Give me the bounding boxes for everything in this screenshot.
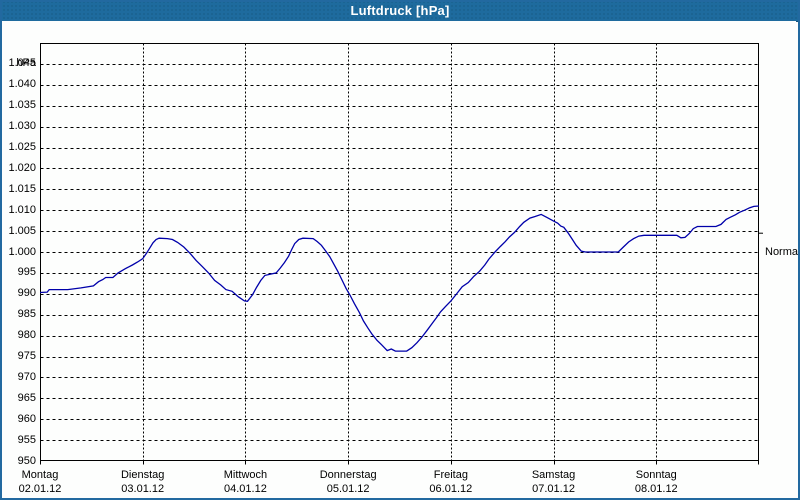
day-name-label: Montag	[21, 469, 59, 481]
plot-border	[40, 43, 759, 461]
y-tick-label: 975	[17, 350, 36, 362]
y-tick-label: 965	[17, 391, 36, 404]
chart-area: hPa 1.045 1.040 1.035 1.030 1.025 1.020 1.015 1…	[2, 21, 798, 498]
y-tick-label: 1.025	[8, 141, 36, 153]
y-tick-label: 1.020	[8, 161, 36, 174]
y-tick-label: 1.045	[8, 57, 36, 70]
day-name-label: Donnerstag	[319, 469, 377, 481]
y-tick-label: 990	[17, 287, 36, 300]
normal-marker-label: Normal	[765, 246, 800, 258]
day-date-label: 03.01.12	[121, 483, 165, 495]
pressure-line	[39, 205, 760, 352]
y-tick-label: 955	[17, 433, 36, 446]
day-date-label: 07.01.12	[532, 483, 575, 495]
y-tick-label: 995	[17, 266, 36, 279]
day-name-label: Sonntag	[635, 469, 677, 481]
day-name-label: Freitag	[433, 469, 468, 481]
chart-title: Luftdruck [hPa]	[350, 3, 450, 18]
day-date-label: 05.01.12	[326, 483, 370, 495]
y-tick-label: 1.005	[8, 224, 36, 237]
y-tick-label: 950	[17, 454, 36, 467]
y-axis-unit-label: hPa	[16, 57, 36, 69]
day-date-label: 02.01.12	[18, 483, 62, 495]
y-tick-label: 1.010	[8, 203, 36, 216]
plot-area	[39, 43, 763, 465]
day-date-label: 06.01.12	[429, 483, 473, 495]
day-name-label: Samstag	[531, 469, 576, 481]
y-tick-label: 1.015	[8, 182, 36, 195]
y-tick-label: 1.040	[8, 78, 36, 91]
y-tick-label: 985	[17, 308, 36, 321]
y-tick-label: 1.030	[8, 120, 36, 133]
title-bar: Luftdruck [hPa]	[2, 2, 798, 22]
y-tick-label: 960	[17, 412, 36, 425]
day-date-label: 04.01.12	[224, 483, 267, 495]
y-tick-label: 970	[17, 370, 36, 383]
y-tick-label: 1.000	[8, 245, 36, 258]
day-name-label: Dienstag	[120, 469, 165, 481]
day-name-label: Mittwoch	[223, 469, 268, 481]
y-tick-label: 1.035	[8, 99, 36, 112]
day-date-label: 08.01.12	[634, 483, 678, 495]
y-tick-label: 980	[17, 329, 36, 342]
